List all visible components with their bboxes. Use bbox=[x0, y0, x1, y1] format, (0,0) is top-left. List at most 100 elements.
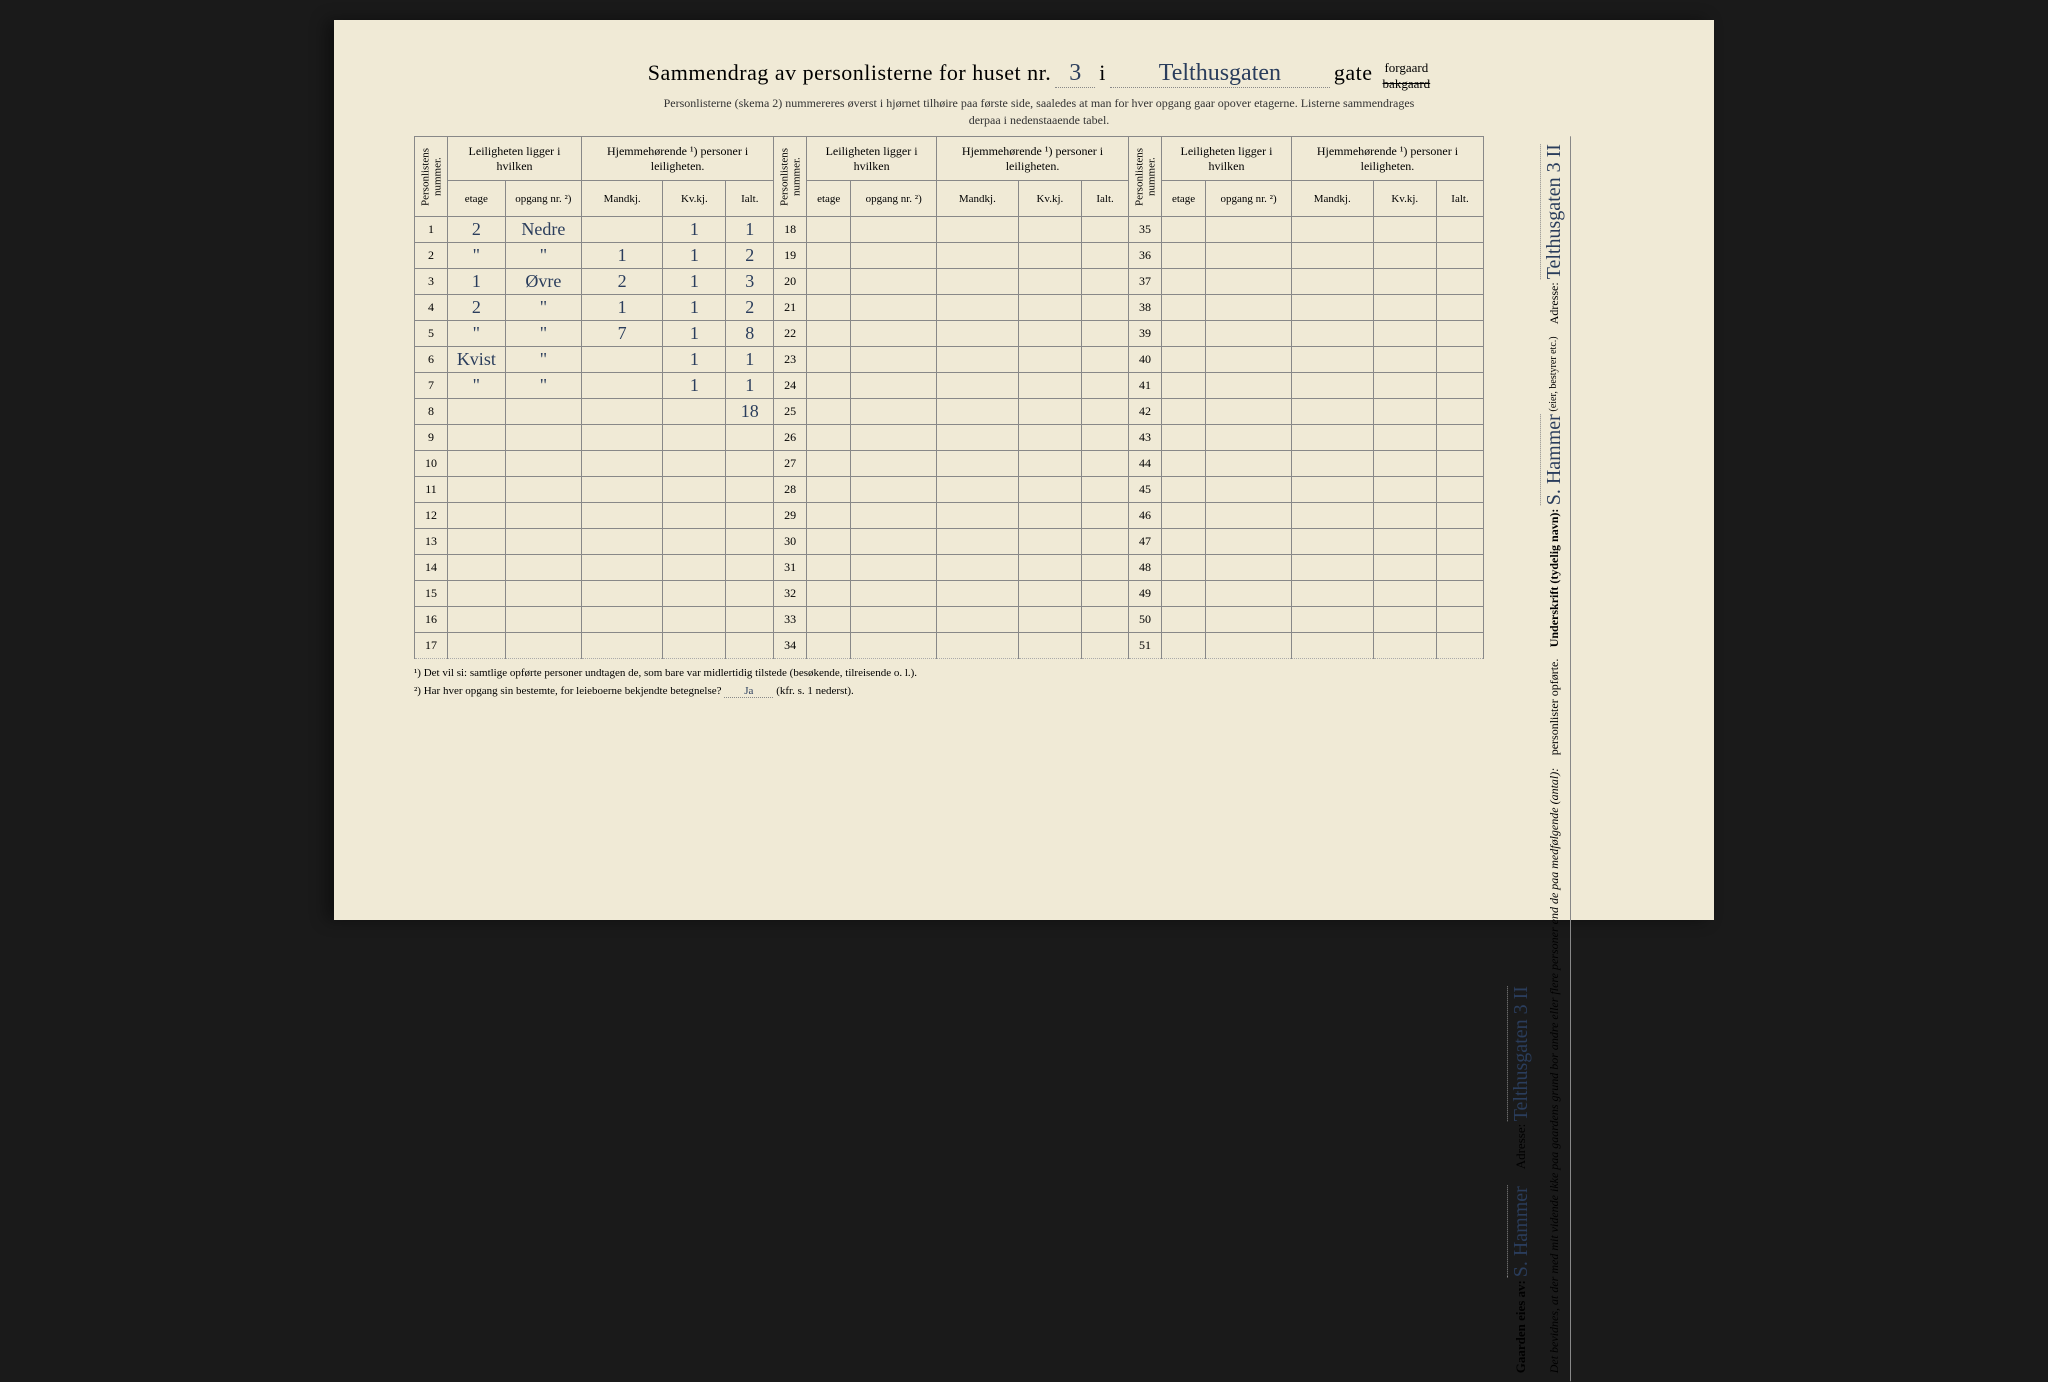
table-cell bbox=[1291, 633, 1373, 659]
table-cell bbox=[582, 425, 663, 451]
table-cell bbox=[1206, 581, 1292, 607]
sub-opgang-1: opgang nr. ²) bbox=[505, 181, 581, 217]
table-cell: 14 bbox=[415, 555, 448, 581]
table-cell: 4 bbox=[415, 295, 448, 321]
table-cell bbox=[663, 399, 726, 425]
table-cell bbox=[1162, 555, 1206, 581]
table-cell: 46 bbox=[1129, 503, 1162, 529]
col-leilighet-3: Leiligheten ligger i hvilken bbox=[1162, 137, 1292, 181]
address-line: Adresse: Telthusgaten 3 II bbox=[1543, 144, 1566, 324]
table-row: 12Nedre111835 bbox=[415, 217, 1484, 243]
i-word: i bbox=[1099, 60, 1106, 85]
table-cell: 45 bbox=[1129, 477, 1162, 503]
table-cell: 1 bbox=[663, 347, 726, 373]
table-cell: 17 bbox=[415, 633, 448, 659]
table-cell bbox=[851, 581, 937, 607]
table-cell: 1 bbox=[726, 347, 774, 373]
attestation-block: Det bevidnes, at der med mit vidende ikk… bbox=[1539, 136, 1571, 1381]
table-cell bbox=[1437, 295, 1484, 321]
table-cell bbox=[937, 269, 1019, 295]
table-row: 2""1121936 bbox=[415, 243, 1484, 269]
table-cell bbox=[582, 477, 663, 503]
sub-ialt-3: Ialt. bbox=[1437, 181, 1484, 217]
sub-opgang-2: opgang nr. ²) bbox=[851, 181, 937, 217]
table-cell bbox=[1437, 347, 1484, 373]
table-cell bbox=[1206, 243, 1292, 269]
table-cell bbox=[1437, 217, 1484, 243]
table-cell bbox=[937, 607, 1019, 633]
table-cell bbox=[726, 607, 774, 633]
table-cell: 1 bbox=[726, 373, 774, 399]
table-cell bbox=[1373, 243, 1436, 269]
table-cell bbox=[448, 477, 506, 503]
table-cell bbox=[1082, 373, 1129, 399]
table-cell bbox=[937, 347, 1019, 373]
table-cell bbox=[937, 451, 1019, 477]
table-cell bbox=[851, 451, 937, 477]
table-cell: 2 bbox=[415, 243, 448, 269]
table-cell bbox=[1162, 269, 1206, 295]
table-cell bbox=[851, 477, 937, 503]
table-cell bbox=[1206, 295, 1292, 321]
table-cell bbox=[582, 529, 663, 555]
col-personliste-3: Personlistens nummer. bbox=[1129, 137, 1162, 217]
table-cell bbox=[505, 529, 581, 555]
table-cell bbox=[1082, 321, 1129, 347]
table-cell bbox=[851, 373, 937, 399]
table-row: 8182542 bbox=[415, 399, 1484, 425]
table-cell bbox=[1291, 217, 1373, 243]
bakgaard: bakgaard bbox=[1383, 76, 1431, 91]
sub-etage-3: etage bbox=[1162, 181, 1206, 217]
table-cell bbox=[1162, 321, 1206, 347]
table-cell bbox=[1291, 373, 1373, 399]
table-cell bbox=[851, 425, 937, 451]
table-cell: 15 bbox=[415, 581, 448, 607]
sub-kvkj-3: Kv.kj. bbox=[1373, 181, 1436, 217]
signature-value: S. Hammer bbox=[1540, 415, 1565, 506]
table-cell: 51 bbox=[1129, 633, 1162, 659]
table-cell bbox=[1291, 607, 1373, 633]
sub-etage-2: etage bbox=[807, 181, 851, 217]
table-cell bbox=[726, 633, 774, 659]
table-cell bbox=[1291, 321, 1373, 347]
table-cell bbox=[1437, 607, 1484, 633]
table-cell: 25 bbox=[774, 399, 807, 425]
table-cell bbox=[1373, 503, 1436, 529]
table-cell: 18 bbox=[726, 399, 774, 425]
table-cell bbox=[807, 607, 851, 633]
table-cell bbox=[1082, 399, 1129, 425]
table-cell bbox=[1162, 477, 1206, 503]
table-cell bbox=[1018, 399, 1081, 425]
table-cell bbox=[807, 373, 851, 399]
table-cell: 36 bbox=[1129, 243, 1162, 269]
table-cell: 39 bbox=[1129, 321, 1162, 347]
table-cell bbox=[1373, 321, 1436, 347]
table-cell bbox=[1082, 347, 1129, 373]
table-cell: " bbox=[448, 373, 506, 399]
table-cell bbox=[582, 347, 663, 373]
table-cell bbox=[726, 425, 774, 451]
table-cell bbox=[1018, 347, 1081, 373]
table-cell bbox=[726, 581, 774, 607]
gate-suffix: forgaard bakgaard bbox=[1383, 60, 1431, 92]
table-cell: " bbox=[505, 347, 581, 373]
table-cell bbox=[1206, 425, 1292, 451]
table-cell: 1 bbox=[663, 321, 726, 347]
table-cell bbox=[448, 529, 506, 555]
owner-label: Gaarden eies av: S. Hammer bbox=[1510, 1186, 1533, 1374]
table-cell bbox=[1018, 477, 1081, 503]
table-cell: 41 bbox=[1129, 373, 1162, 399]
col-hjemme-2: Hjemmehørende ¹) personer i leiligheten. bbox=[937, 137, 1129, 181]
table-cell bbox=[1373, 425, 1436, 451]
table-cell bbox=[937, 633, 1019, 659]
table-cell bbox=[1437, 477, 1484, 503]
table-cell bbox=[807, 555, 851, 581]
table-cell bbox=[663, 477, 726, 503]
table-cell bbox=[663, 451, 726, 477]
table-cell: " bbox=[505, 373, 581, 399]
table-cell bbox=[1437, 581, 1484, 607]
table-row: 173451 bbox=[415, 633, 1484, 659]
footnote-2-suffix: (kfr. s. 1 nederst). bbox=[776, 685, 854, 697]
table-cell bbox=[1018, 503, 1081, 529]
table-cell bbox=[807, 347, 851, 373]
